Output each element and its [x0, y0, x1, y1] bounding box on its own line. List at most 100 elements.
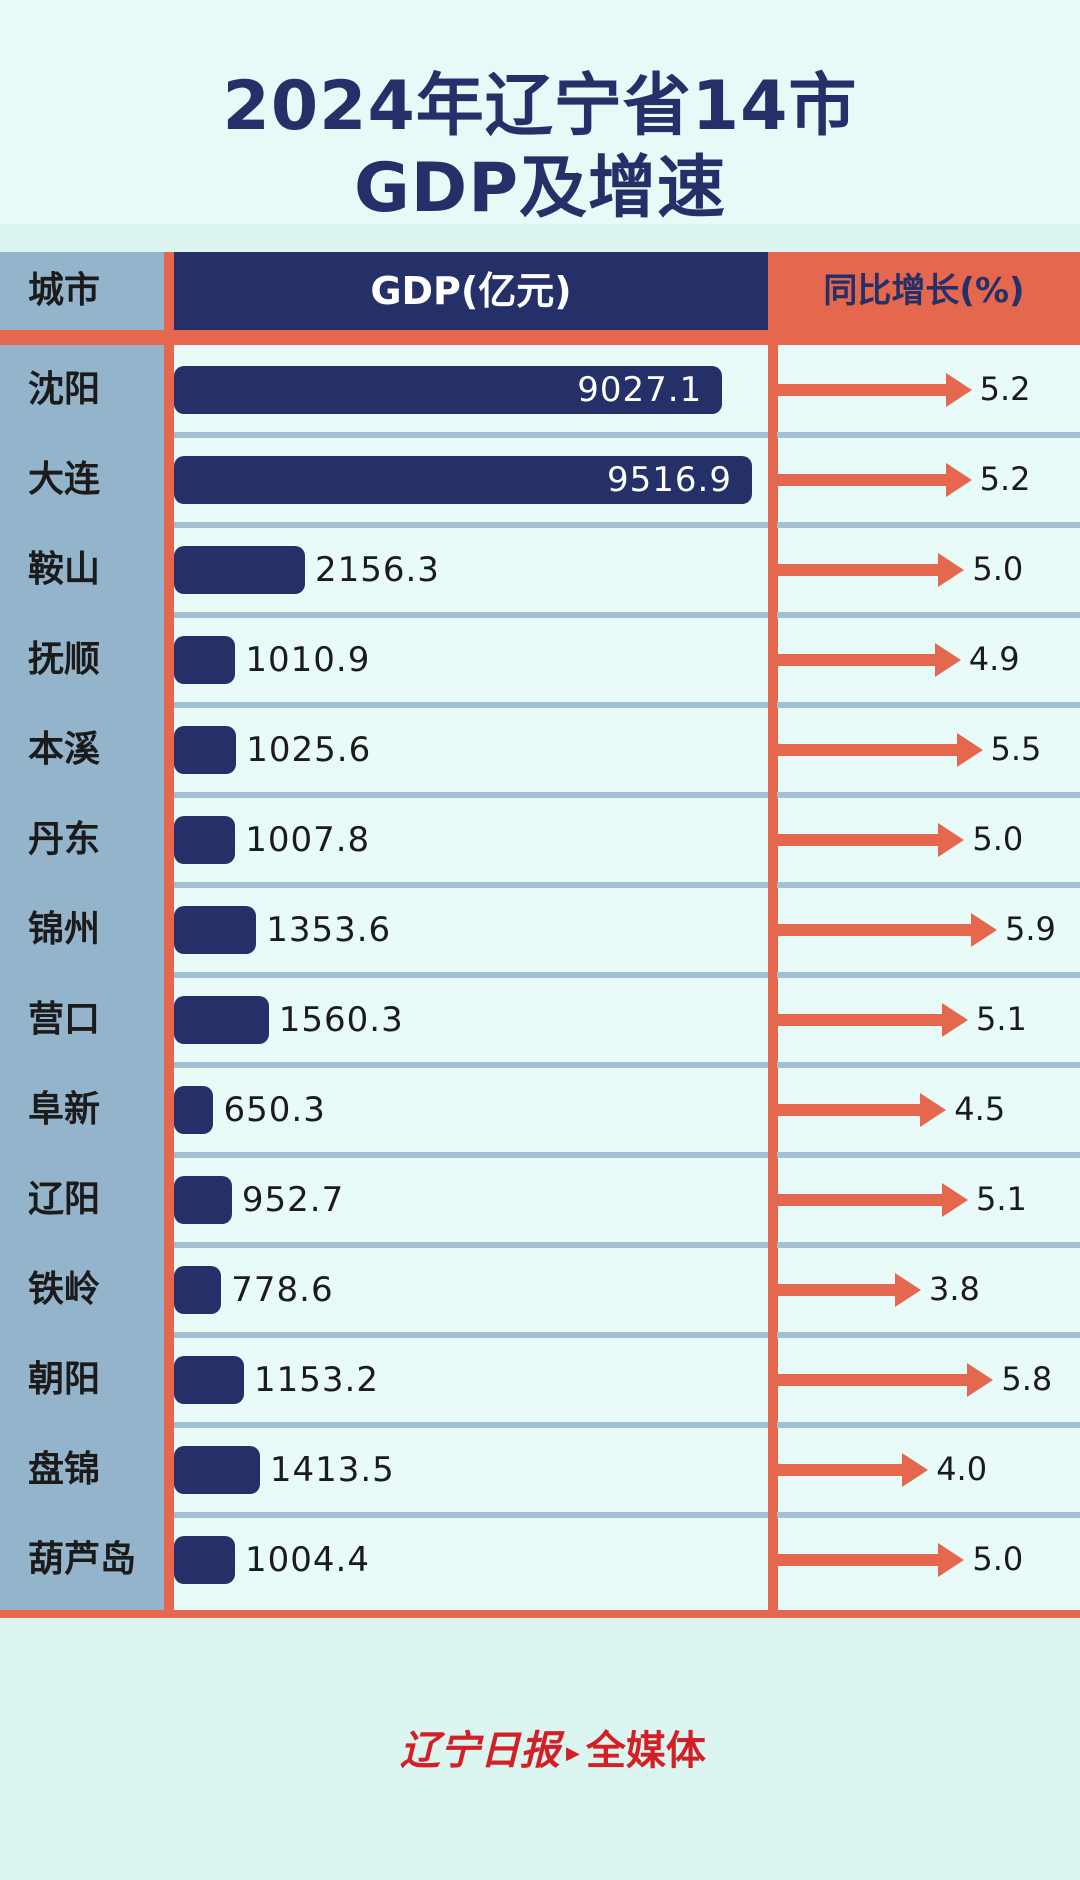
row-separator — [174, 882, 768, 888]
growth-value-label: 4.9 — [968, 640, 1020, 678]
gdp-table: 城市 GDP(亿元) 同比增长(%) 沈阳 9027.1 5.2 大连 9516.9 5.… — [0, 252, 1080, 1618]
arrow-shaft — [777, 1104, 923, 1116]
arrow-head-icon — [938, 553, 965, 587]
arrow-head-icon — [938, 1543, 965, 1577]
gdp-bar — [174, 1176, 232, 1224]
logo-suffix: 全媒体 — [585, 1728, 706, 1774]
city-label: 葫芦岛 — [28, 1539, 137, 1580]
city-label: 抚顺 — [28, 639, 101, 680]
gdp-bar — [174, 546, 305, 594]
title-area: 2024年辽宁省14市 GDP及增速 — [0, 0, 1080, 228]
row-separator — [777, 882, 1080, 888]
gdp-bar — [174, 816, 236, 864]
growth-arrow — [777, 1093, 947, 1127]
gdp-value-label: 1413.5 — [269, 1450, 395, 1490]
arrow-shaft — [777, 924, 973, 936]
city-label: 阜新 — [28, 1089, 101, 1130]
arrow-head-icon — [942, 1183, 969, 1217]
gdp-value-label: 650.3 — [223, 1090, 326, 1130]
gdp-bar — [174, 726, 237, 774]
arrow-head-icon — [920, 1093, 947, 1127]
growth-value-label: 5.5 — [990, 730, 1042, 768]
growth-value-label: 4.5 — [954, 1090, 1006, 1128]
row-separator — [174, 522, 768, 528]
city-label: 锦州 — [28, 909, 101, 950]
arrow-shaft — [777, 1284, 897, 1296]
growth-arrow — [777, 1453, 929, 1487]
arrow-shaft — [777, 744, 959, 756]
gdp-value-label: 1025.6 — [246, 730, 372, 770]
growth-arrow — [777, 1273, 921, 1307]
growth-arrow — [777, 823, 965, 857]
growth-arrow — [777, 643, 961, 677]
city-label: 朝阳 — [28, 1359, 101, 1400]
city-label: 沈阳 — [28, 369, 101, 410]
logo-name: 辽宁日报 — [400, 1727, 560, 1774]
gdp-bar — [174, 906, 257, 954]
gdp-value-label: 778.6 — [231, 1270, 334, 1310]
row-separator — [174, 1422, 768, 1428]
arrow-head-icon — [970, 913, 997, 947]
gdp-bar — [174, 1536, 235, 1584]
column-divider — [768, 330, 778, 1618]
row-separator — [174, 432, 768, 438]
growth-arrow — [777, 1363, 994, 1397]
row-separator — [174, 1152, 768, 1158]
column-divider — [164, 252, 174, 1618]
title-line-2: GDP及增速 — [353, 149, 727, 228]
gdp-bar — [174, 1356, 245, 1404]
arrow-head-icon — [894, 1273, 921, 1307]
gdp-bar — [174, 456, 752, 504]
growth-arrow — [777, 373, 972, 407]
growth-arrow — [777, 1183, 969, 1217]
row-separator — [174, 702, 768, 708]
arrow-head-icon — [942, 1003, 969, 1037]
gdp-bar — [174, 366, 723, 414]
arrow-shaft — [777, 1464, 905, 1476]
row-separator — [777, 792, 1080, 798]
row-separator — [777, 972, 1080, 978]
growth-value-label: 5.0 — [972, 1540, 1024, 1578]
logo: 辽宁日报 ▶ 全媒体 — [400, 1718, 706, 1776]
header-growth: 同比增长(%) — [768, 252, 1080, 345]
growth-value-label: 3.8 — [928, 1270, 980, 1308]
growth-value-label: 5.9 — [1004, 910, 1056, 948]
gdp-value-label: 9516.9 — [607, 460, 732, 500]
row-separator — [777, 522, 1080, 528]
city-label: 大连 — [28, 459, 101, 500]
play-icon: ▶ — [566, 1742, 580, 1764]
city-label: 辽阳 — [28, 1179, 101, 1220]
growth-arrow — [777, 463, 972, 497]
gdp-value-label: 1153.2 — [254, 1360, 379, 1400]
city-label: 盘锦 — [28, 1449, 101, 1490]
growth-arrow — [777, 1543, 965, 1577]
row-separator — [777, 1152, 1080, 1158]
row-separator — [777, 1422, 1080, 1428]
row-separator — [174, 972, 768, 978]
arrow-shaft — [777, 384, 948, 396]
arrow-head-icon — [902, 1453, 929, 1487]
arrow-head-icon — [956, 733, 983, 767]
header-gdp: GDP(亿元) — [174, 252, 768, 330]
gdp-bar — [174, 1086, 214, 1134]
gdp-value-label: 2156.3 — [314, 550, 440, 590]
growth-arrow — [777, 553, 965, 587]
arrow-shaft — [777, 1194, 945, 1206]
city-label: 本溪 — [28, 729, 101, 770]
gdp-value-label: 1004.4 — [245, 1540, 370, 1580]
arrow-head-icon — [934, 643, 961, 677]
table-bottom-line — [0, 1610, 1080, 1618]
growth-value-label: 5.8 — [1001, 1360, 1053, 1398]
city-column — [0, 345, 164, 1610]
row-separator — [174, 1332, 768, 1338]
growth-arrow — [777, 913, 997, 947]
arrow-head-icon — [967, 1363, 994, 1397]
gdp-value-label: 9027.1 — [577, 370, 703, 410]
row-separator — [174, 612, 768, 618]
gdp-value-label: 1010.9 — [245, 640, 371, 680]
row-separator — [174, 1512, 768, 1518]
growth-value-label: 5.1 — [976, 1000, 1027, 1038]
growth-arrow — [777, 733, 983, 767]
growth-value-label: 5.1 — [976, 1180, 1027, 1218]
row-separator — [777, 612, 1080, 618]
